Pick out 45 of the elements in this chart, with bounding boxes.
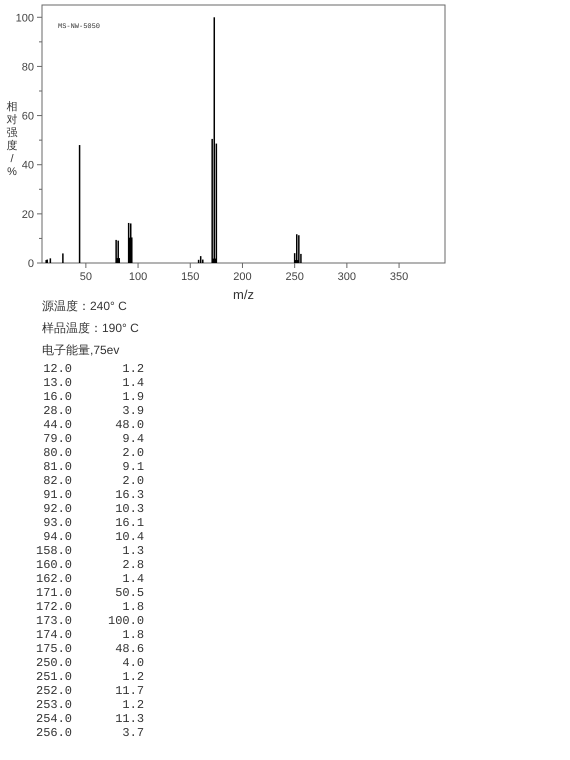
text: 94.0 10.4 [36,530,144,544]
x-tick-label: 150 [181,271,200,283]
text: 16.0 1.9 [36,390,144,404]
x-tick-label: 350 [390,271,408,283]
text: 251.0 1.2 [36,670,144,684]
text: 160.0 2.8 [36,558,144,572]
text: 172.0 1.8 [36,600,144,614]
y-tick-label: 20 [22,208,34,221]
text: 252.0 11.7 [36,684,144,698]
x-axis-title: m/z [233,287,254,302]
text: 79.0 9.4 [36,432,144,446]
text: 91.0 16.3 [36,488,144,502]
text: 93.0 16.1 [36,516,144,530]
text: 12.0 1.2 [36,362,144,376]
x-tick-label: 200 [233,271,252,283]
y-tick-label: 40 [22,160,34,172]
text: 13.0 1.4 [36,376,144,390]
x-tick-label: 50 [80,271,92,283]
text: 162.0 1.4 [36,572,144,586]
y-tick-label: 100 [16,12,34,24]
text: 254.0 11.3 [36,712,144,726]
y-axis-title: 相对强度/% [6,100,18,178]
x-tick-label: 250 [285,271,304,283]
text: 174.0 1.8 [36,628,144,642]
text: 源温度：240° C [42,299,128,313]
x-tick-label: 300 [338,271,356,283]
text: 171.0 50.5 [36,586,144,600]
y-tick-label: 60 [22,110,34,123]
y-tick-label: 80 [22,61,34,74]
text: 173.0 100.0 [36,614,144,628]
text: 样品温度：190° C [42,321,140,335]
text: 256.0 3.7 [36,726,144,740]
text: 158.0 1.3 [36,544,144,558]
text: 80.0 2.0 [36,446,144,460]
text: 253.0 1.2 [36,698,144,712]
text: 81.0 9.1 [36,460,144,474]
x-tick-label: 100 [128,271,148,283]
text: 44.0 48.0 [36,418,144,432]
text: 175.0 48.6 [36,642,144,656]
text: 250.0 4.0 [36,656,144,670]
text: 电子能量,75ev [42,343,120,357]
text: 82.0 2.0 [36,474,144,488]
text: 28.0 3.9 [36,404,144,418]
y-tick-label: 0 [28,258,34,270]
text: 92.0 10.3 [36,502,144,516]
